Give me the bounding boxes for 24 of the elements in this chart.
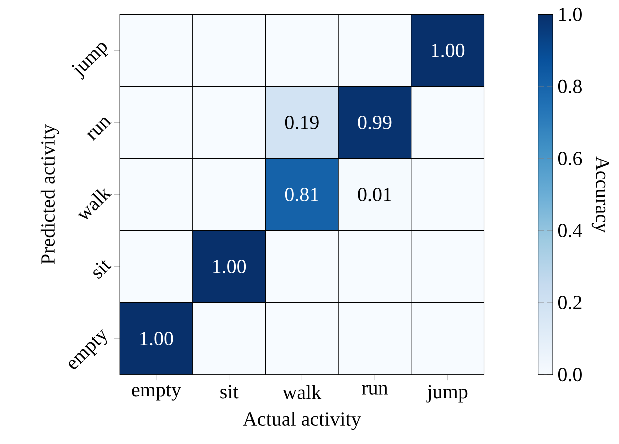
color-bar-label: 0.4 — [558, 224, 582, 238]
color-bar-title: Accuracy — [592, 156, 610, 233]
x-tick-label: jump — [426, 385, 468, 403]
data-label: 0.81 — [285, 188, 318, 202]
data-label: 0.01 — [358, 188, 392, 202]
x-tick-label: empty — [132, 385, 182, 401]
color-bar-label: 0.2 — [558, 296, 582, 310]
color-bar-label: 0.0 — [558, 368, 582, 382]
data-label: 1.00 — [140, 332, 174, 346]
y-tick-label: sit — [94, 260, 112, 280]
y-tick-label: walk — [78, 188, 112, 220]
x-tick-label: walk — [282, 385, 322, 400]
x-tick-label: sit — [220, 385, 239, 399]
color-bar-label: 1.0 — [559, 8, 582, 22]
color-bar-label: 0.8 — [558, 80, 582, 94]
data-label: 0.19 — [285, 116, 319, 130]
color-bar-label: 0.6 — [558, 152, 582, 166]
y-tick-label: run — [86, 118, 112, 142]
data-label: 1.00 — [214, 260, 246, 274]
data-label: 0.99 — [358, 116, 392, 130]
x-axis-title: Actual activity — [243, 412, 362, 430]
x-tick-label: run — [362, 385, 388, 395]
data-label: 1.00 — [432, 44, 465, 58]
y-axis-title: Predicted activity — [40, 124, 60, 264]
